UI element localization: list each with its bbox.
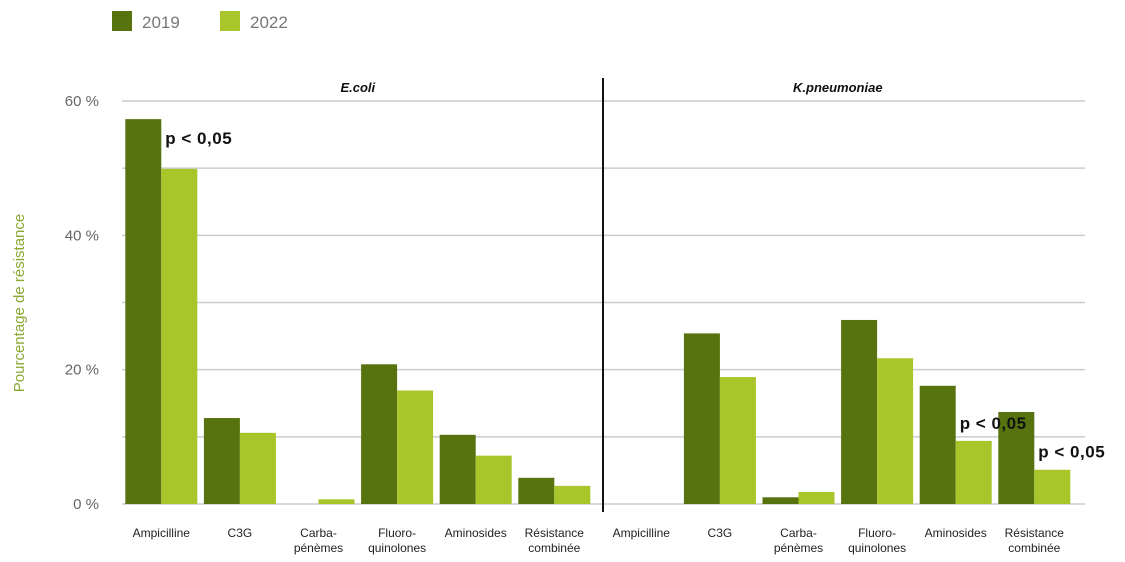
category-labels: Ampicilline C3G Carba-pénèmes Fluoro-quinol… [133,526,1065,555]
annotations: p < 0,05 p < 0,05 p < 0,05 [165,129,1105,462]
category-label: Aminosides [925,526,987,540]
bar-2022 [397,390,434,504]
category-label: Résistance combinée [525,526,585,555]
category-label: Carba-pénèmes [294,526,343,555]
bar-2022 [719,377,756,504]
bar-2022 [877,358,914,504]
category-label: C3G [708,526,733,540]
category-label: Fluoro-quinolones [848,526,906,555]
category-label: Ampicilline [613,526,671,540]
bar-2022 [475,455,512,504]
panel-title: K.pneumoniae [793,80,883,95]
y-tick-label: 60 % [65,93,99,110]
y-tick-label: 20 % [65,362,99,379]
category-label: Aminosides [445,526,507,540]
category-label: Carba-pénèmes [774,526,823,555]
p-value-annotation: p < 0,05 [960,414,1027,433]
legend-swatch-2019 [112,11,132,31]
p-value-annotation: p < 0,05 [165,129,232,148]
bar-2019 [998,411,1035,504]
bar-2019 [439,434,476,504]
bar-2022 [798,491,835,504]
bar-2019 [762,497,799,504]
category-label: Résistance combinée [1005,526,1065,555]
bar-2022 [239,432,276,504]
bar-2019 [203,418,240,504]
bar-2019 [919,385,956,504]
legend-swatch-2022 [220,11,240,31]
legend-label-2022: 2022 [250,13,288,32]
y-tick-labels: 0 % 20 % 40 % 60 % [65,93,99,513]
bar-2022 [161,168,198,505]
panel-titles: E.coli K.pneumoniae [340,80,882,95]
category-label: Ampicilline [133,526,191,540]
y-tick-label: 40 % [65,227,99,244]
bar-2019 [841,319,878,504]
bars [125,119,1071,505]
y-axis-label: Pourcentage de résistance [11,214,28,392]
bar-2019 [518,477,555,504]
legend-label-2019: 2019 [142,13,180,32]
legend: 2019 2022 [112,11,288,32]
category-label: Fluoro-quinolones [368,526,426,555]
panel-title: E.coli [340,80,375,95]
bar-2019 [361,364,398,504]
bar-2022 [318,499,355,504]
bar-2022 [554,485,591,504]
p-value-annotation: p < 0,05 [1038,443,1105,462]
bar-2022 [955,440,992,504]
bar-2019 [683,333,720,504]
bar-2019 [125,119,162,504]
bar-2022 [1034,469,1071,504]
category-label: C3G [228,526,253,540]
y-tick-label: 0 % [73,496,99,513]
